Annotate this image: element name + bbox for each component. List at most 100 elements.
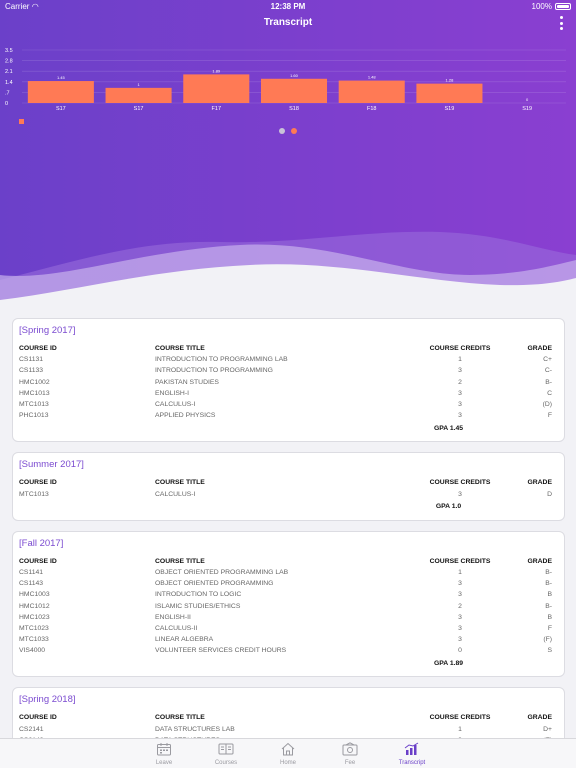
bar-data-label: 1.28: [446, 78, 455, 83]
tab-transcript[interactable]: Transcript: [381, 739, 443, 768]
course-id: CS1133: [19, 367, 44, 375]
course-title: VOLUNTEER SERVICES CREDIT HOURS: [155, 647, 287, 655]
semester-card: [Summer 2017] COURSE ID COURSE TITLE COURSE…: [12, 452, 565, 521]
course-title: APPLIED PHYSICS: [155, 412, 216, 420]
page-dot-2[interactable]: [291, 128, 297, 134]
course-id: HMC1013: [19, 389, 50, 397]
course-grade: C-: [544, 367, 552, 375]
course-id-header: COURSE ID: [19, 479, 57, 487]
tab-label: Courses: [214, 760, 238, 766]
course-id: CS1143: [19, 580, 44, 588]
course-id: HMC1003: [19, 591, 50, 599]
tab-label: Transcript: [398, 760, 426, 766]
course-grade: C+: [543, 356, 552, 364]
table-row: MTC1013 CALCULUS-I 3 (D): [19, 399, 558, 410]
tab-bar: Leave Courses Home Fee Transcript: [0, 738, 576, 768]
course-id: HMC1002: [19, 378, 50, 386]
semester-title: [Summer 2017]: [19, 459, 84, 471]
table-row: CS1133 INTRODUCTION TO PROGRAMMING 3 C-: [19, 365, 558, 376]
x-tick-label: S17: [56, 106, 66, 112]
header-background: Carrier ◠ 12:38 PM 100% Transcript 3.5 2.…: [0, 0, 576, 305]
semester-title: [Fall 2017]: [19, 537, 64, 549]
course-id: MTC1033: [19, 636, 49, 644]
course-id: CS2141: [19, 725, 44, 733]
course-id-header: COURSE ID: [19, 714, 57, 722]
tab-label: Leave: [155, 760, 173, 766]
course-title: INTRODUCTION TO PROGRAMMING LAB: [155, 356, 288, 364]
battery-icon: [555, 3, 571, 10]
course-title: PAKISTAN STUDIES: [155, 378, 219, 386]
course-grade: B-: [545, 568, 552, 576]
chart-bar: [183, 74, 250, 103]
course-credits: 3: [458, 636, 462, 644]
wave-decoration: [0, 231, 576, 305]
course-grade: B: [547, 613, 552, 621]
chart-bar: [260, 78, 328, 103]
course-title: LINEAR ALGEBRA: [155, 636, 214, 644]
page-dot-1[interactable]: [279, 128, 285, 134]
y-tick-label: .7: [5, 90, 10, 96]
table-header: COURSE ID COURSE TITLE COURSE CREDITS GRADE: [19, 712, 558, 723]
course-credits: 3: [458, 412, 462, 420]
bar-data-label: 1.45: [57, 75, 66, 80]
page-indicator[interactable]: [0, 128, 576, 134]
course-grade-header: GRADE: [527, 479, 552, 487]
course-grade: D+: [543, 725, 552, 733]
table-header: COURSE ID COURSE TITLE COURSE CREDITS GRADE: [19, 477, 558, 488]
course-id-header: COURSE ID: [19, 345, 57, 353]
course-grade: F: [547, 412, 552, 420]
course-id: MTC1013: [19, 401, 49, 409]
tab-courses[interactable]: Courses: [195, 739, 257, 768]
chart-bar: [416, 83, 483, 103]
course-title: OBJECT ORIENTED PROGRAMMING LAB: [155, 568, 289, 576]
course-id: VIS4000: [19, 647, 46, 655]
course-id: MTC1013: [19, 490, 49, 498]
course-id: PHC1013: [19, 412, 49, 420]
course-grade: B-: [545, 602, 552, 610]
course-credits-header: COURSE CREDITS: [429, 479, 491, 487]
semester-gpa: GPA 1.0: [435, 503, 462, 511]
course-id: CS1141: [19, 568, 44, 576]
x-tick-label: S19: [522, 106, 532, 112]
transcript-list[interactable]: [Spring 2017] COURSE ID COURSE TITLE COURSE…: [12, 318, 565, 768]
course-grade: F: [547, 624, 552, 632]
table-row: MTC1023 CALCULUS-II 3 F: [19, 623, 558, 634]
course-grade: S: [547, 647, 552, 655]
course-title: INTRODUCTION TO LOGIC: [155, 591, 242, 599]
course-credits: 3: [458, 490, 462, 498]
tab-fee[interactable]: Fee: [319, 739, 381, 768]
x-tick-label: F17: [212, 106, 221, 112]
tab-label: Fee: [344, 760, 356, 766]
tab-home[interactable]: Home: [257, 739, 319, 768]
gpa-bar-chart: 3.5 2.8 2.1 1.4 .7 0 1.45 S17 1 S17 1.89 F17 1.60 S18…: [5, 48, 566, 124]
x-tick-label: S19: [445, 106, 455, 112]
course-grade-header: GRADE: [527, 557, 552, 565]
semester-title: [Spring 2017]: [19, 325, 76, 336]
course-credits: 3: [458, 401, 462, 409]
more-menu-icon[interactable]: [558, 16, 564, 30]
course-title: ISLAMIC STUDIES/ETHICS: [155, 602, 241, 610]
course-credits-header: COURSE CREDITS: [429, 714, 491, 722]
course-title-header: COURSE TITLE: [155, 345, 205, 353]
semester-card: [Spring 2017] COURSE ID COURSE TITLE COURSE…: [12, 318, 565, 443]
carrier-text: Carrier: [5, 2, 30, 11]
table-row: MTC1033 LINEAR ALGEBRA 3 (F): [19, 634, 558, 645]
table-row: CS1143 OBJECT ORIENTED PROGRAMMING 3 B-: [19, 578, 558, 589]
tab-leave[interactable]: Leave: [133, 739, 195, 768]
semester-gpa: GPA 1.45: [433, 424, 464, 432]
table-row: VIS4000 VOLUNTEER SERVICES CREDIT HOURS 0 S: [19, 645, 558, 656]
course-credits: 3: [458, 367, 462, 375]
battery-percent: 100%: [531, 2, 552, 11]
bar-data-label: 1.89: [212, 68, 221, 73]
bar-data-label: 1.48: [368, 75, 377, 80]
courses-icon: [218, 742, 234, 760]
table-row: PHC1013 APPLIED PHYSICS 3 F: [19, 410, 558, 421]
table-row: HMC1012 ISLAMIC STUDIES/ETHICS 2 B-: [19, 600, 558, 611]
table-row: CS2141 DATA STRUCTURES LAB 1 D+: [19, 724, 558, 735]
course-credits: 3: [458, 580, 462, 588]
bar-data-label: 1: [137, 82, 140, 87]
status-bar: Carrier ◠ 12:38 PM 100%: [0, 0, 576, 14]
table-header: COURSE ID COURSE TITLE COURSE CREDITS GRADE: [19, 343, 558, 354]
page-title: Transcript: [263, 17, 313, 28]
transcript-icon: [404, 742, 420, 760]
